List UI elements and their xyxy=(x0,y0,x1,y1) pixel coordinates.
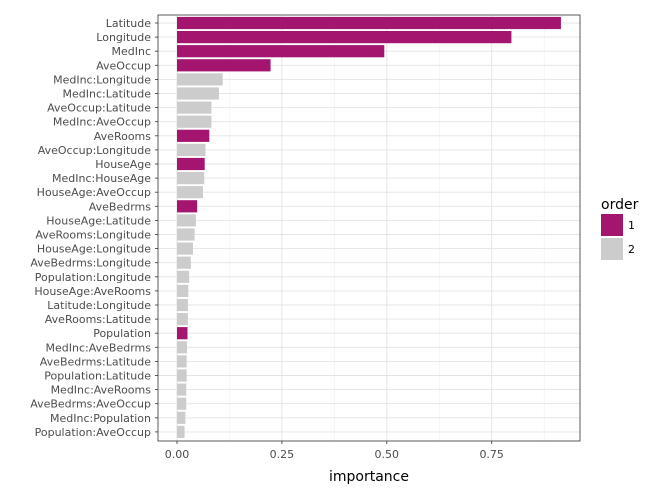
y-tick-label: MedInc:HouseAge xyxy=(52,172,151,185)
y-tick-label: Population:Longitude xyxy=(35,271,151,284)
bar-population-aveoccup xyxy=(177,425,185,438)
legend-label-1: 1 xyxy=(628,219,635,232)
y-tick-label: MedInc:Population xyxy=(50,412,151,425)
y-tick-label: AveOccup xyxy=(96,59,151,72)
legend-key-1 xyxy=(601,214,623,236)
y-tick-label: AveRooms:Longitude xyxy=(35,229,151,242)
x-tick-label: 0.25 xyxy=(270,448,295,461)
bar-aveoccup xyxy=(177,59,271,72)
bars xyxy=(177,16,561,438)
y-tick-label: AveBedrms:Longitude xyxy=(30,257,151,270)
x-axis-title: importance xyxy=(329,469,409,485)
legend-key-2 xyxy=(601,238,623,260)
y-tick-label: HouseAge:Longitude xyxy=(37,243,151,256)
bar-medinc-houseage xyxy=(177,172,205,185)
bar-latitude-longitude xyxy=(177,298,188,312)
y-tick-label: Population:Latitude xyxy=(44,370,151,383)
bar-houseage-averooms xyxy=(177,284,189,297)
bar-houseage xyxy=(177,157,205,171)
bar-houseage-latitude xyxy=(177,214,196,227)
y-tick-label: Population:AveOccup xyxy=(35,426,151,439)
legend: order 1 2 xyxy=(601,197,639,260)
bar-averooms xyxy=(177,129,210,142)
y-tick-label: MedInc:AveRooms xyxy=(51,384,152,397)
y-tick-label: AveOccup:Longitude xyxy=(38,144,152,157)
bar-medinc xyxy=(177,45,385,58)
bar-medinc-longitude xyxy=(177,73,223,86)
y-tick-label: AveBedrms:Latitude xyxy=(40,355,151,368)
bar-avebedrms-latitude xyxy=(177,355,187,368)
bar-longitude xyxy=(177,31,512,44)
bar-avebedrms xyxy=(177,200,198,213)
y-tick-label: MedInc:AveBedrms xyxy=(46,341,152,354)
y-tick-label: MedInc xyxy=(111,45,151,58)
y-tick-label: Population xyxy=(93,327,151,340)
y-tick-label: AveBedrms xyxy=(89,200,151,213)
bar-averooms-latitude xyxy=(177,313,188,326)
legend-title: order xyxy=(601,197,639,213)
y-tick-labels: LatitudeLongitudeMedIncAveOccupMedInc:Lo… xyxy=(30,17,158,439)
bar-medinc-averooms xyxy=(177,383,187,396)
y-tick-label: MedInc:Latitude xyxy=(63,88,152,101)
y-tick-label: MedInc:AveOccup xyxy=(53,116,151,129)
y-tick-label: Longitude xyxy=(96,31,151,44)
bar-houseage-longitude xyxy=(177,242,193,255)
bar-population-latitude xyxy=(177,369,187,382)
bar-population-longitude xyxy=(177,270,190,283)
bar-population xyxy=(177,327,188,340)
x-tick-label: 0.75 xyxy=(479,448,504,461)
panel-border xyxy=(157,14,581,442)
bar-aveoccup-longitude xyxy=(177,143,206,156)
bar-medinc-population xyxy=(177,411,186,424)
bar-latitude xyxy=(177,16,561,30)
y-tick-label: AveRooms:Latitude xyxy=(45,313,151,326)
bar-medinc-avebedrms xyxy=(177,341,188,354)
y-tick-label: AveOccup:Latitude xyxy=(47,102,151,115)
x-ticks: 0.00 0.25 0.50 0.75 xyxy=(165,441,504,461)
x-tick-label: 0.00 xyxy=(165,448,190,461)
y-tick-label: HouseAge:AveOccup xyxy=(37,186,151,199)
y-tick-label: HouseAge:AveRooms xyxy=(34,285,151,298)
bar-avebedrms-aveoccup xyxy=(177,397,187,410)
bar-aveoccup-latitude xyxy=(177,101,212,114)
y-tick-label: Latitude:Longitude xyxy=(47,299,151,312)
y-tick-label: HouseAge:Latitude xyxy=(46,214,151,227)
bar-avebedrms-longitude xyxy=(177,256,191,269)
bar-houseage-aveoccup xyxy=(177,186,204,199)
y-tick-label: HouseAge xyxy=(95,158,151,171)
y-tick-label: AveRooms xyxy=(94,130,151,143)
bar-medinc-latitude xyxy=(177,87,219,100)
y-tick-label: Latitude xyxy=(106,17,152,30)
y-tick-label: MedInc:Longitude xyxy=(53,73,151,86)
panel-background xyxy=(158,15,580,441)
bar-medinc-aveoccup xyxy=(177,115,212,128)
legend-label-2: 2 xyxy=(628,243,635,256)
x-tick-label: 0.50 xyxy=(375,448,400,461)
y-tick-label: AveBedrms:AveOccup xyxy=(30,398,151,411)
bar-averooms-longitude xyxy=(177,228,195,241)
